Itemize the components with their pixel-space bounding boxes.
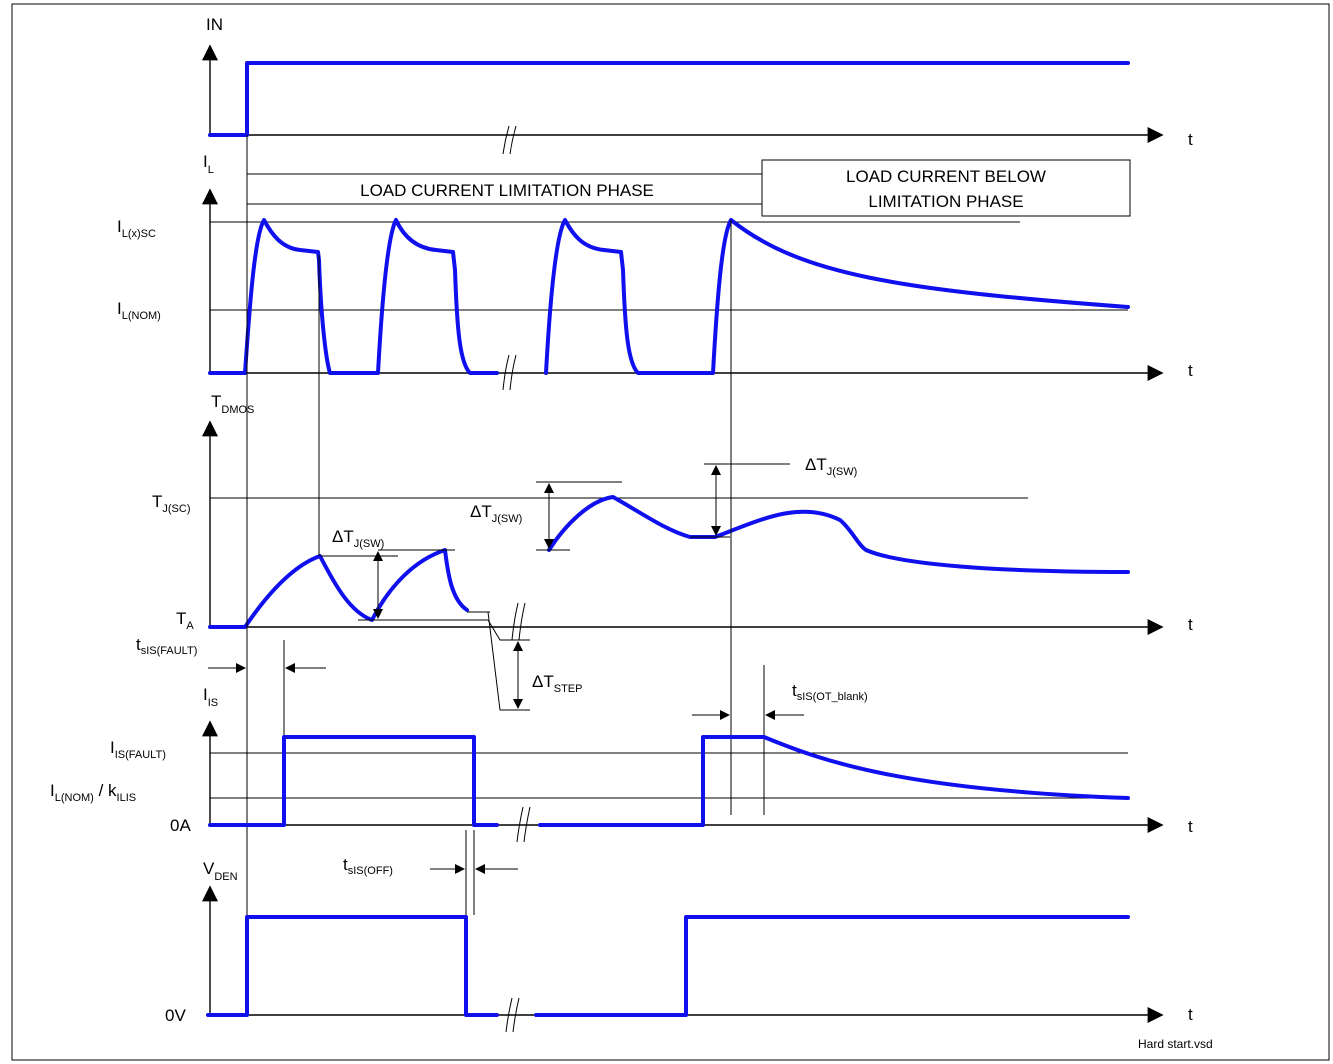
dtjsw-right-label: ΔTJ(SW) [805, 455, 857, 478]
il-sc-level-label: IL(x)SC [117, 217, 156, 240]
tsis-off-label: tsIS(OFF) [343, 855, 393, 877]
panel-vden: VDEN t 0V [165, 859, 1193, 1033]
is-waveform-2 [538, 735, 1130, 827]
tdmos-label: TDMOS [211, 392, 254, 416]
il-waveform-2 [544, 218, 1130, 375]
tjsc-level-label: TJ(SC) [152, 492, 191, 515]
timing-references [246, 135, 765, 915]
panel-in: IN t [202, 15, 1193, 155]
tsis-off-annotation: tsIS(OFF) [343, 855, 518, 877]
tdmos-waveform-1 [208, 548, 469, 629]
dtjsw-mid-label: ΔTJ(SW) [470, 502, 522, 525]
is-waveform-1 [208, 735, 499, 827]
il-t-label: t [1188, 361, 1193, 380]
phase-below-label-2: LIMITATION PHASE [868, 192, 1023, 211]
phase-below-label-1: LOAD CURRENT BELOW [846, 167, 1046, 186]
in-waveform [208, 61, 1130, 137]
vden-waveform-2 [534, 915, 1130, 1017]
is-fault-level-label: IIS(FAULT) [110, 738, 166, 761]
dtjsw-left-label: ΔTJ(SW) [332, 527, 384, 550]
is-zero-label: 0A [170, 816, 191, 835]
panel-is: IIS t IIS(FAULT) IL(NOM) / kILIS 0A tsIS… [50, 681, 1193, 843]
il-nom-level-label: IL(NOM) [117, 299, 161, 322]
tdmos-t-label: t [1188, 615, 1193, 634]
in-axis-break [502, 125, 517, 155]
vden-zero-label: 0V [165, 1006, 186, 1025]
il-label: IL [203, 152, 214, 176]
tsis-fault-label: tsIS(FAULT) [136, 635, 197, 657]
tsis-ot-label: tsIS(OT_blank) [792, 681, 868, 703]
tdmos-axis-break [511, 602, 526, 641]
dtstep-leader-1 [487, 611, 530, 711]
dtstep-leader-2 [487, 619, 530, 641]
is-t-label: t [1188, 817, 1193, 836]
ta-level-label: TA [176, 609, 194, 632]
panel-il: IL t IL(x)SC IL(NOM) [117, 152, 1193, 391]
vden-t-label: t [1188, 1005, 1193, 1024]
vden-axis-break [505, 997, 520, 1033]
panel-tdmos: TDMOS t TJ(SC) TA ΔTJ(SW) ΔTSTEP ΔTJ(SW) [152, 392, 1193, 711]
tdmos-waveform-2 [547, 495, 1130, 574]
tsis-fault-annotation: tsIS(FAULT) [136, 635, 326, 673]
vden-waveform-1 [206, 915, 499, 1017]
is-nom-level-label: IL(NOM) / kILIS [50, 781, 136, 804]
in-t-label: t [1188, 130, 1193, 149]
phase-below-box [761, 159, 1131, 217]
diagram-frame [11, 3, 1330, 1061]
dtstep-label: ΔTSTEP [532, 672, 582, 695]
il-waveform-1 [208, 218, 499, 375]
is-label: IIS [203, 685, 218, 709]
il-axis-break [502, 354, 517, 391]
phase-limitation-label: LOAD CURRENT LIMITATION PHASE [360, 181, 654, 200]
phase-boxes: LOAD CURRENT LIMITATION PHASE LOAD CURRE… [246, 159, 1131, 217]
is-axis-break [516, 806, 531, 843]
footer-filename: Hard start.vsd [1138, 1037, 1213, 1051]
vden-label: VDEN [203, 859, 238, 883]
in-label: IN [206, 15, 223, 34]
